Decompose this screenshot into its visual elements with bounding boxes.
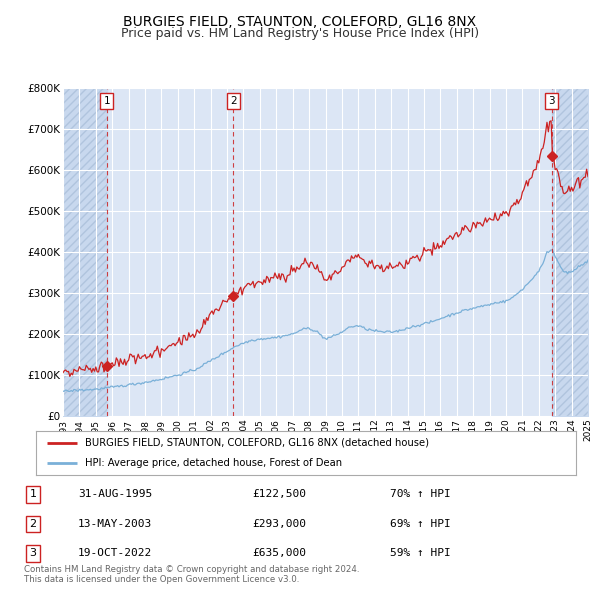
Text: 1: 1	[103, 96, 110, 106]
Text: 59% ↑ HPI: 59% ↑ HPI	[390, 549, 451, 558]
Text: 3: 3	[29, 549, 37, 558]
Text: 13-MAY-2003: 13-MAY-2003	[78, 519, 152, 529]
Text: Price paid vs. HM Land Registry's House Price Index (HPI): Price paid vs. HM Land Registry's House …	[121, 27, 479, 40]
Text: Contains HM Land Registry data © Crown copyright and database right 2024.
This d: Contains HM Land Registry data © Crown c…	[24, 565, 359, 584]
Text: 31-AUG-1995: 31-AUG-1995	[78, 490, 152, 499]
Text: 19-OCT-2022: 19-OCT-2022	[78, 549, 152, 558]
Text: BURGIES FIELD, STAUNTON, COLEFORD, GL16 8NX: BURGIES FIELD, STAUNTON, COLEFORD, GL16 …	[124, 15, 476, 29]
Text: £293,000: £293,000	[252, 519, 306, 529]
Bar	[63, 88, 107, 416]
Text: £122,500: £122,500	[252, 490, 306, 499]
Text: BURGIES FIELD, STAUNTON, COLEFORD, GL16 8NX (detached house): BURGIES FIELD, STAUNTON, COLEFORD, GL16 …	[85, 438, 428, 448]
Text: 2: 2	[230, 96, 236, 106]
Text: 2: 2	[29, 519, 37, 529]
Text: 70% ↑ HPI: 70% ↑ HPI	[390, 490, 451, 499]
Bar	[552, 88, 588, 416]
Text: HPI: Average price, detached house, Forest of Dean: HPI: Average price, detached house, Fore…	[85, 458, 342, 468]
Text: 69% ↑ HPI: 69% ↑ HPI	[390, 519, 451, 529]
Text: 3: 3	[548, 96, 555, 106]
Text: 1: 1	[29, 490, 37, 499]
Text: £635,000: £635,000	[252, 549, 306, 558]
